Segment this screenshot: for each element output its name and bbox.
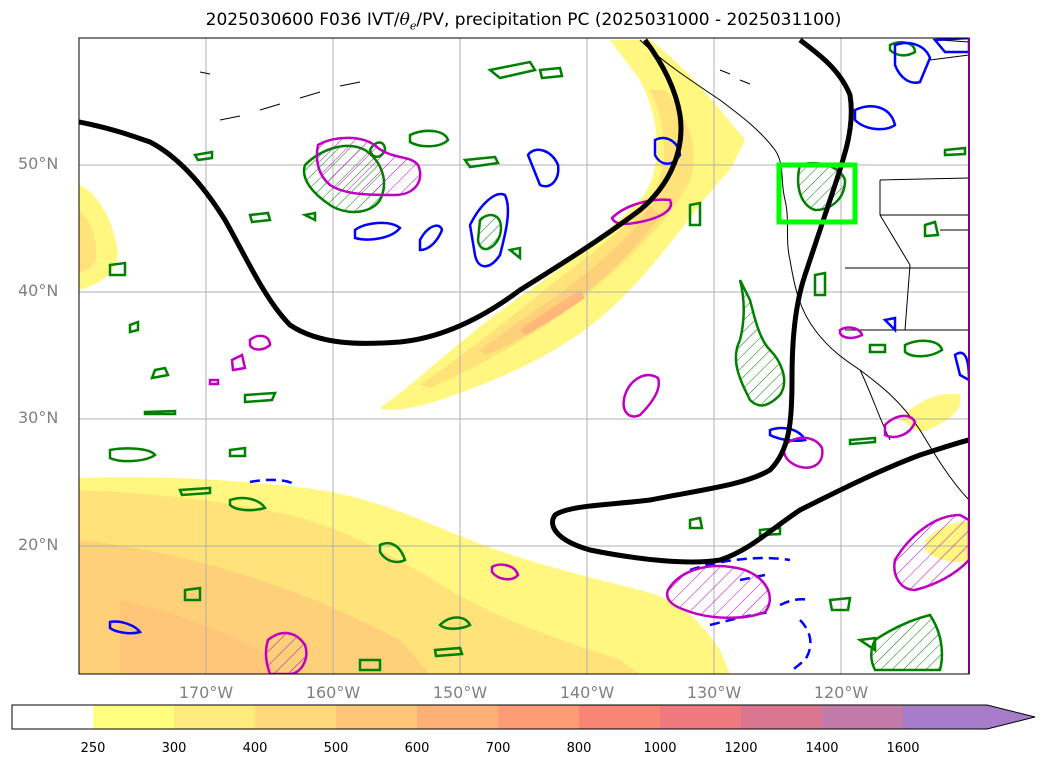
colorbar-segment-4 <box>336 705 418 729</box>
lon-label-160w: 160°W <box>305 683 361 702</box>
colorbar-segment-9 <box>741 705 823 729</box>
coastline <box>199 39 969 501</box>
lon-label-140w: 140°W <box>559 683 615 702</box>
colorbar-segment-5 <box>417 705 499 729</box>
lon-label-170w: 170°W <box>178 683 234 702</box>
lon-label-120w: 120°W <box>813 683 869 702</box>
colorbar-segment-0 <box>12 705 94 729</box>
colorbar-segment-6 <box>498 705 580 729</box>
colorbar-tick-500: 500 <box>323 741 349 756</box>
lat-label-20n: 20°N <box>18 535 59 554</box>
colorbar-tick-1200: 1200 <box>724 741 758 756</box>
colorbar-tick-300: 300 <box>161 741 187 756</box>
colorbar-extend-arrow <box>987 705 1035 729</box>
colorbar-tick-700: 700 <box>485 741 511 756</box>
lat-label-40n: 40°N <box>18 281 59 300</box>
ivt-shading <box>79 40 969 674</box>
colorbar-tick-400: 400 <box>242 741 268 756</box>
colorbar-tick-600: 600 <box>404 741 430 756</box>
colorbar-segment-8 <box>660 705 742 729</box>
map-title: 2025030600 F036 IVT/θe/PV, precipitation… <box>205 10 842 33</box>
colorbar-segment-3 <box>255 705 337 729</box>
pv-anomaly-contours <box>208 136 969 674</box>
lat-label-50n: 50°N <box>18 154 59 173</box>
lon-label-130w: 130°W <box>686 683 742 702</box>
colorbar-outline <box>11 704 1036 730</box>
colorbar-tick-1000: 1000 <box>643 741 677 756</box>
colorbar-segment-1 <box>93 705 175 729</box>
colorbar-tick-1400: 1400 <box>805 741 839 756</box>
colorbar-tick-1600: 1600 <box>886 741 920 756</box>
colorbar <box>11 704 1036 730</box>
colorbar-tick-250: 250 <box>80 741 106 756</box>
colorbar-tick-800: 800 <box>566 741 592 756</box>
colorbar-segment-7 <box>579 705 661 729</box>
colorbar-segment-11 <box>903 705 987 729</box>
highlight-region-box <box>776 162 858 225</box>
lat-label-30n: 30°N <box>18 408 59 427</box>
lon-label-150w: 150°W <box>432 683 488 702</box>
theta-e-contours <box>108 38 969 635</box>
colorbar-segment-2 <box>174 705 256 729</box>
pv-contour-south <box>550 38 969 565</box>
colorbar-segment-10 <box>822 705 904 729</box>
pv-contour-north <box>79 38 684 346</box>
